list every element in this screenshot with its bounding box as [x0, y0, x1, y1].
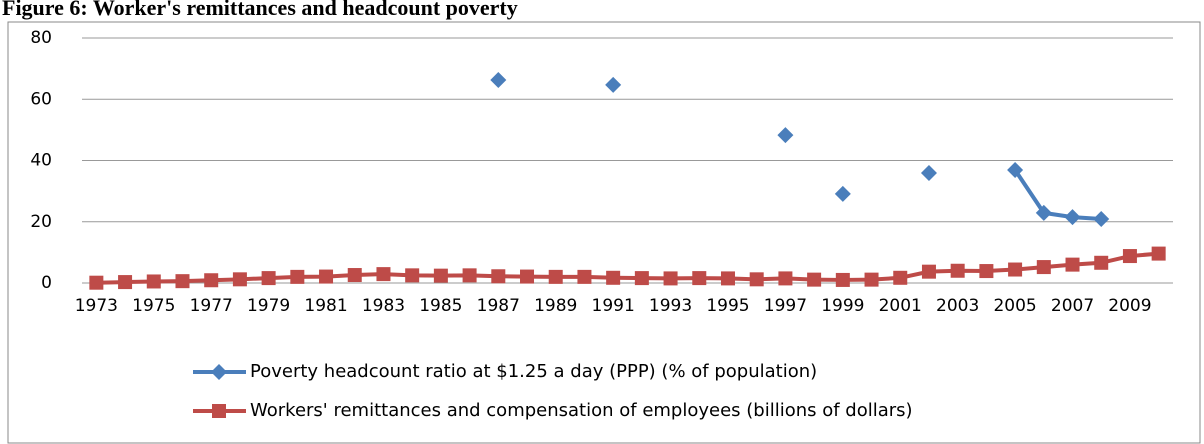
series-line — [1013, 168, 1102, 221]
chart-title: Figure 6: Worker's remittances and headc… — [2, 0, 518, 20]
data-point — [864, 272, 879, 287]
data-point — [347, 268, 362, 283]
x-tick-label: 1975 — [132, 296, 175, 316]
data-point — [1007, 161, 1024, 178]
x-tick-label: 1989 — [534, 296, 577, 316]
data-point — [175, 274, 190, 289]
data-point — [261, 271, 276, 286]
y-tick-label: 60 — [30, 89, 52, 109]
data-point — [405, 268, 420, 283]
x-tick-label: 1985 — [419, 296, 462, 316]
data-point — [663, 271, 678, 286]
data-point — [290, 269, 305, 284]
data-point — [720, 271, 735, 286]
data-point — [1093, 210, 1110, 227]
data-point — [749, 272, 764, 287]
x-tick-label: 1997 — [764, 296, 807, 316]
x-tick-label: 2003 — [936, 296, 979, 316]
data-point — [232, 272, 247, 287]
data-point — [834, 185, 851, 202]
x-tick-label: 1991 — [592, 296, 635, 316]
data-point — [835, 272, 850, 287]
data-point — [89, 275, 104, 290]
x-tick-label: 2007 — [1051, 296, 1094, 316]
x-tick-label: 1993 — [649, 296, 692, 316]
data-point — [777, 127, 794, 144]
data-point — [1065, 257, 1080, 272]
x-tick-label: 1981 — [304, 296, 347, 316]
data-point — [319, 269, 334, 284]
data-point — [462, 268, 477, 283]
legend-marker — [212, 404, 226, 418]
data-point — [1064, 209, 1081, 226]
y-tick-label: 20 — [30, 212, 52, 232]
x-tick-label: 1983 — [362, 296, 405, 316]
x-tick-label: 2001 — [879, 296, 922, 316]
data-point — [577, 269, 592, 284]
y-tick-label: 40 — [30, 151, 52, 171]
data-point — [605, 76, 622, 93]
x-tick-label: 2005 — [993, 296, 1036, 316]
data-point — [520, 269, 535, 284]
x-tick-label: 1973 — [75, 296, 118, 316]
data-point — [1008, 262, 1023, 277]
data-point — [807, 272, 822, 287]
x-tick-label: 2009 — [1108, 296, 1151, 316]
data-point — [490, 71, 507, 88]
data-point — [606, 270, 621, 285]
data-point — [979, 264, 994, 279]
data-point — [204, 273, 219, 288]
data-point — [921, 264, 936, 279]
y-tick-label: 80 — [30, 28, 52, 48]
x-tick-label: 1999 — [821, 296, 864, 316]
data-point — [1122, 249, 1137, 264]
data-point — [1036, 260, 1051, 275]
y-tick-label: 0 — [41, 273, 52, 293]
x-tick-label: 1977 — [190, 296, 233, 316]
data-point — [118, 275, 133, 290]
data-point — [491, 269, 506, 284]
data-point — [778, 271, 793, 286]
x-tick-label: 1995 — [706, 296, 749, 316]
data-point — [920, 165, 937, 182]
data-point — [634, 271, 649, 286]
data-point — [433, 268, 448, 283]
legend-label: Poverty headcount ratio at $1.25 a day (… — [250, 361, 817, 382]
data-point — [893, 270, 908, 285]
x-tick-label: 1987 — [477, 296, 520, 316]
x-tick-label: 1979 — [247, 296, 290, 316]
data-point — [950, 263, 965, 278]
legend-label: Workers' remittances and compensation of… — [250, 400, 913, 421]
data-point — [1151, 246, 1166, 261]
data-point — [1094, 255, 1109, 270]
data-point — [376, 267, 391, 282]
legend-marker — [211, 364, 227, 380]
data-point — [548, 269, 563, 284]
data-point — [692, 271, 707, 286]
data-point — [146, 274, 161, 289]
data-point — [1035, 204, 1052, 221]
